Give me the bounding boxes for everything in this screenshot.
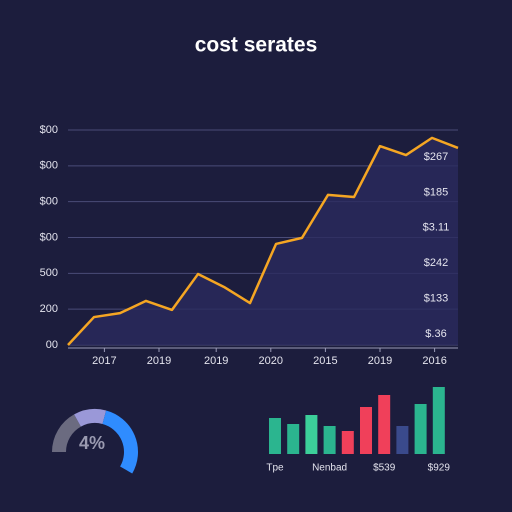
y-tick-label: $00 (40, 231, 58, 243)
bar (269, 418, 281, 454)
line (67, 136, 459, 346)
gauge-label: 4% (79, 433, 105, 453)
x-tick-label: 2020 (259, 355, 283, 367)
gauge-segment (74, 409, 107, 427)
x-tick-label: 2016 (422, 355, 446, 367)
x-tick-label: $929 (428, 463, 451, 474)
annotation: $133 (424, 293, 448, 305)
annotation: $.36 (425, 328, 446, 340)
y-tick-label: 00 (46, 339, 58, 351)
area (68, 137, 458, 345)
bar (305, 415, 318, 454)
annotation: $185 (424, 186, 448, 198)
x-tick-label: Tpe (266, 463, 284, 474)
x-tick-label: Nenbad (312, 463, 347, 474)
bar (432, 387, 445, 454)
annotation: $3.11 (423, 222, 450, 234)
x-tick-label: $539 (373, 463, 396, 474)
annotation: $267 (424, 151, 448, 163)
x-tick-label: 2017 (92, 355, 116, 367)
y-tick-label: $00 (40, 160, 58, 172)
annotation: $242 (424, 257, 448, 269)
gauge-segment (102, 410, 138, 474)
chart-title: cost serates (195, 34, 318, 57)
bar (323, 426, 336, 454)
bar (360, 407, 372, 454)
x-tick-label: 2019 (368, 355, 392, 367)
x-tick-label: 2019 (147, 355, 171, 367)
gauge-segment (52, 414, 82, 453)
y-tick-label: 500 (40, 267, 58, 279)
bar (341, 431, 354, 454)
bar (414, 404, 427, 454)
bar (396, 426, 409, 454)
y-tick-label: 200 (40, 303, 58, 315)
x-tick-label: 2015 (313, 355, 337, 367)
bar (378, 395, 391, 454)
y-tick-label: $00 (40, 196, 58, 208)
x-tick-label: 2019 (204, 355, 228, 367)
y-tick-label: $00 (40, 124, 58, 136)
bar (287, 424, 300, 454)
